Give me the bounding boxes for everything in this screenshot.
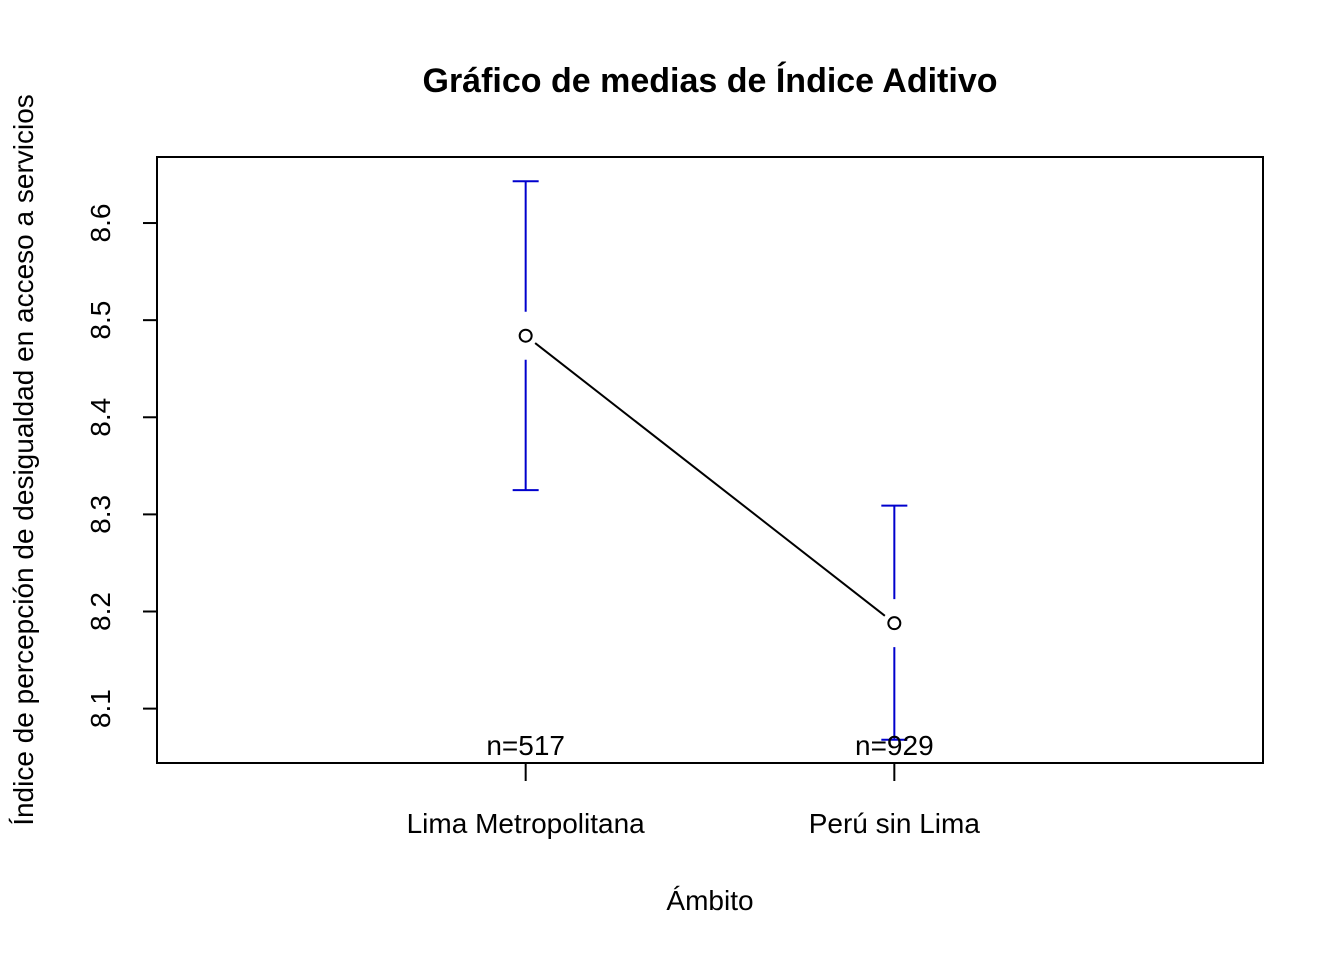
error-bars bbox=[512, 180, 908, 741]
y-tick-label: 8.6 bbox=[85, 204, 116, 243]
y-axis-label: Índice de percepción de desigualdad en a… bbox=[8, 94, 39, 826]
count-labels: n=517 n=929 bbox=[486, 730, 933, 761]
y-tick-label: 8.5 bbox=[85, 301, 116, 340]
x-tick-label: Perú sin Lima bbox=[809, 808, 981, 839]
error-bar bbox=[881, 504, 908, 741]
error-bar bbox=[512, 180, 539, 492]
x-axis-label: Ámbito bbox=[666, 885, 753, 916]
chart-title: Gráfico de medias de Índice Aditivo bbox=[423, 62, 998, 100]
y-ticks: 8.1 8.2 8.3 8.4 8.5 8.6 bbox=[85, 204, 157, 728]
mean-point bbox=[887, 616, 902, 631]
x-axis: Lima Metropolitana Perú sin Lima bbox=[407, 763, 981, 839]
y-tick-label: 8.2 bbox=[85, 592, 116, 631]
plot-frame bbox=[156, 156, 1264, 764]
count-label: n=929 bbox=[855, 730, 934, 761]
y-tick-label: 8.1 bbox=[85, 689, 116, 728]
mean-points bbox=[518, 328, 902, 631]
mean-point bbox=[518, 328, 533, 343]
y-tick-label: 8.4 bbox=[85, 398, 116, 437]
y-axis: 8.1 8.2 8.3 8.4 8.5 8.6 bbox=[85, 204, 158, 728]
x-tick-label: Lima Metropolitana bbox=[407, 808, 646, 839]
mean-line bbox=[534, 342, 886, 617]
y-tick-label: 8.3 bbox=[85, 495, 116, 534]
count-label: n=517 bbox=[486, 730, 565, 761]
